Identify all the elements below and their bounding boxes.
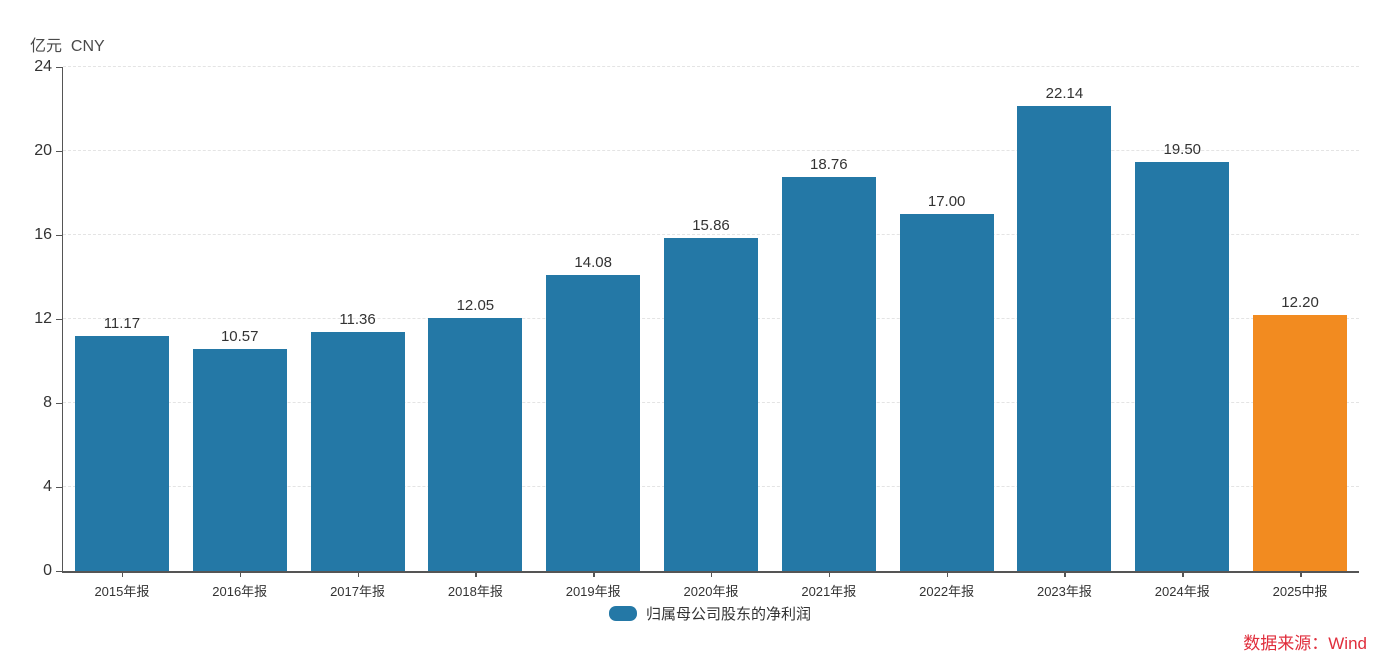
y-tick-label-4: 4 bbox=[43, 478, 52, 495]
bar-value-label-2024年报: 19.50 bbox=[1163, 140, 1202, 158]
x-tick-mark-2024年报 bbox=[1182, 571, 1184, 577]
x-tick-mark-2020年报 bbox=[710, 571, 713, 577]
x-tick-mark-2019年报 bbox=[593, 571, 595, 577]
bar-group-2016年报: 10.57 2016年报 bbox=[181, 67, 299, 599]
bar-value-label-2019年报: 14.08 bbox=[574, 254, 612, 272]
bar-2016年报 bbox=[192, 349, 287, 571]
bar-2017年报 bbox=[310, 332, 405, 571]
bar-value-label-2020年报: 15.86 bbox=[692, 216, 730, 234]
x-axis-label-2021年报: 2021年报 bbox=[801, 584, 857, 599]
bar-group-2024年报: 19.50 2024年报 bbox=[1123, 67, 1241, 599]
bar-value-label-2025中报: 12.20 bbox=[1281, 293, 1319, 311]
data-source-label: 数据来源：Wind bbox=[1243, 634, 1367, 653]
y-tick-label-16: 16 bbox=[34, 226, 52, 243]
x-axis-label-2017年报: 2017年报 bbox=[330, 584, 385, 599]
y-tick-label-8: 8 bbox=[43, 394, 52, 411]
x-tick-mark-2021年报 bbox=[828, 571, 831, 577]
bar-2024年报 bbox=[1135, 161, 1230, 571]
x-tick-mark-2017年报 bbox=[357, 571, 360, 577]
x-tick-mark-2022年报 bbox=[946, 571, 949, 577]
bar-group-2021年报: 18.76 2021年报 bbox=[770, 67, 888, 599]
x-axis-label-2018年报: 2018年报 bbox=[447, 584, 503, 599]
x-axis-label-2022年报: 2022年报 bbox=[919, 584, 975, 599]
y-tick-mark-16 bbox=[56, 234, 63, 236]
y-tick-label-24: 24 bbox=[34, 58, 52, 75]
x-axis-label-2023年报: 2023年报 bbox=[1036, 584, 1092, 599]
x-tick-mark-2023年报 bbox=[1064, 571, 1066, 577]
gridline-y-20 bbox=[63, 150, 1359, 151]
x-axis-label-2020年报: 2020年报 bbox=[683, 584, 739, 599]
bar-value-label-2023年报: 22.14 bbox=[1045, 85, 1084, 103]
y-tick-mark-24 bbox=[56, 66, 63, 68]
bar-value-label-2018年报: 12.05 bbox=[456, 296, 495, 314]
bar-2023年报 bbox=[1017, 106, 1112, 571]
bar-2019年报 bbox=[546, 275, 641, 571]
x-tick-mark-2025中报 bbox=[1300, 571, 1302, 577]
x-axis-label-2016年报: 2016年报 bbox=[212, 584, 268, 599]
bar-2020年报 bbox=[663, 237, 758, 571]
gridline-y-24 bbox=[63, 66, 1359, 67]
bar-group-2025中报: 12.20 2025中报 bbox=[1241, 67, 1359, 599]
bar-2025中报 bbox=[1253, 314, 1348, 571]
x-axis-label-2015年报: 2015年报 bbox=[94, 584, 150, 599]
bar-value-label-2015年报: 11.17 bbox=[103, 315, 141, 333]
bar-group-2019年报: 14.08 2019年报 bbox=[534, 67, 652, 599]
legend: 归属母公司股东的净利润 bbox=[62, 603, 1358, 624]
x-axis-label-2025中报: 2025中报 bbox=[1272, 584, 1328, 599]
y-tick-label-12: 12 bbox=[34, 310, 52, 327]
bar-group-2023年报: 22.14 2023年报 bbox=[1006, 67, 1124, 599]
bar-group-2017年报: 11.36 2017年报 bbox=[299, 67, 417, 599]
bar-2021年报 bbox=[781, 177, 876, 571]
bar-group-2020年报: 15.86 2020年报 bbox=[652, 67, 770, 599]
bar-group-2018年报: 12.05 2018年报 bbox=[416, 67, 534, 599]
y-tick-label-0: 0 bbox=[43, 562, 52, 579]
bar-value-label-2022年报: 17.00 bbox=[927, 193, 966, 210]
x-axis-label-2019年报: 2019年报 bbox=[565, 584, 621, 599]
bar-2022年报 bbox=[899, 214, 994, 571]
bar-group-2015年报: 11.17 2015年报 bbox=[63, 67, 181, 599]
y-tick-mark-20 bbox=[56, 150, 63, 152]
y-tick-mark-4 bbox=[56, 486, 63, 488]
x-axis-label-2024年报: 2024年报 bbox=[1154, 584, 1210, 599]
bar-value-label-2016年报: 10.57 bbox=[220, 328, 259, 346]
gridline-y-16 bbox=[63, 234, 1359, 235]
x-tick-mark-2015年报 bbox=[121, 571, 124, 577]
x-tick-mark-2016年报 bbox=[239, 571, 242, 577]
bar-value-label-2017年报: 11.36 bbox=[339, 311, 376, 329]
bar-group-2022年报: 17.00 2022年报 bbox=[888, 67, 1006, 599]
legend-label: 归属母公司股东的净利润 bbox=[645, 606, 811, 623]
legend-swatch-icon bbox=[608, 606, 637, 621]
y-tick-mark-12 bbox=[56, 318, 63, 320]
bar-2018年报 bbox=[428, 317, 523, 571]
x-tick-mark-2018年报 bbox=[475, 571, 477, 577]
y-tick-mark-8 bbox=[56, 402, 63, 404]
bar-2015年报 bbox=[74, 336, 169, 571]
y-tick-label-20: 20 bbox=[34, 142, 52, 159]
y-axis-unit-label: 亿元 CNY bbox=[30, 38, 105, 55]
plot-area: 0 4 8 12 16 20 24 11.17 2015年报 10.57 2016年报 11.36 20… bbox=[34, 58, 1359, 599]
bar-value-label-2021年报: 18.76 bbox=[810, 156, 848, 174]
y-tick-mark-0 bbox=[56, 570, 63, 572]
